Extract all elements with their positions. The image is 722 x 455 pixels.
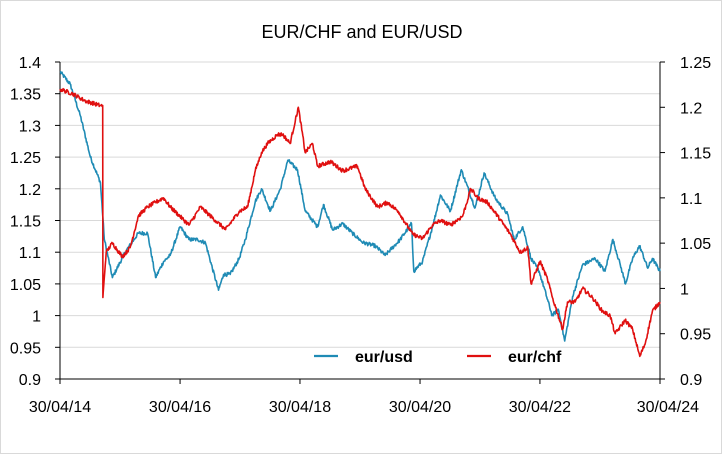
y-right-tick-label: 1.25 (680, 55, 711, 72)
chart-title: EUR/CHF and EUR/USD (261, 22, 462, 42)
y-right-tick-label: 1.05 (680, 236, 711, 253)
x-tick-label: 30/04/20 (389, 399, 451, 416)
gridlines (60, 61, 660, 380)
legend-label-eur-chf: eur/chf (508, 349, 562, 366)
right-y-tick-labels: 0.9 0.95 1 1.05 1.1 1.15 1.2 1.25 (680, 55, 711, 389)
x-tick-label: 30/04/14 (29, 399, 91, 416)
y-left-tick-label: 1.25 (10, 150, 41, 167)
y-left-tick-label: 1.35 (10, 87, 41, 104)
y-left-tick-label: 0.9 (19, 372, 41, 389)
series-line-eur-chf (59, 87, 661, 358)
y-left-tick-label: 1 (32, 309, 41, 326)
legend: eur/usd eur/chf (314, 349, 562, 366)
x-tick-labels: 30/04/14 30/04/16 30/04/18 30/04/20 30/04/22… (29, 399, 699, 416)
x-tick-label: 30/04/24 (637, 399, 699, 416)
y-left-tick-label: 1.15 (10, 214, 41, 231)
axes (55, 61, 665, 384)
x-tick-label: 30/04/22 (509, 399, 571, 416)
y-left-tick-label: 1.1 (19, 245, 41, 262)
left-y-tick-labels: 0.9 0.95 1 1.05 1.1 1.15 1.2 1.25 1.3 1.35 1.4 (10, 55, 41, 389)
series-line-eur-usd (59, 70, 661, 342)
y-right-tick-label: 1 (680, 281, 689, 298)
y-right-tick-label: 1.1 (680, 191, 702, 208)
y-right-tick-label: 1.2 (680, 100, 702, 117)
y-left-tick-label: 1.4 (19, 55, 41, 72)
x-tick-label: 30/04/18 (269, 399, 331, 416)
y-right-tick-label: 0.9 (680, 372, 702, 389)
y-left-tick-label: 1.3 (19, 118, 41, 135)
series-lines (59, 70, 661, 358)
y-left-tick-label: 1.05 (10, 277, 41, 294)
legend-label-eur-usd: eur/usd (355, 349, 413, 366)
y-right-tick-label: 1.15 (680, 146, 711, 163)
y-left-tick-label: 1.2 (19, 182, 41, 199)
x-tick-label: 30/04/16 (149, 399, 211, 416)
y-left-tick-label: 0.95 (10, 340, 41, 357)
y-right-tick-label: 0.95 (680, 327, 711, 344)
